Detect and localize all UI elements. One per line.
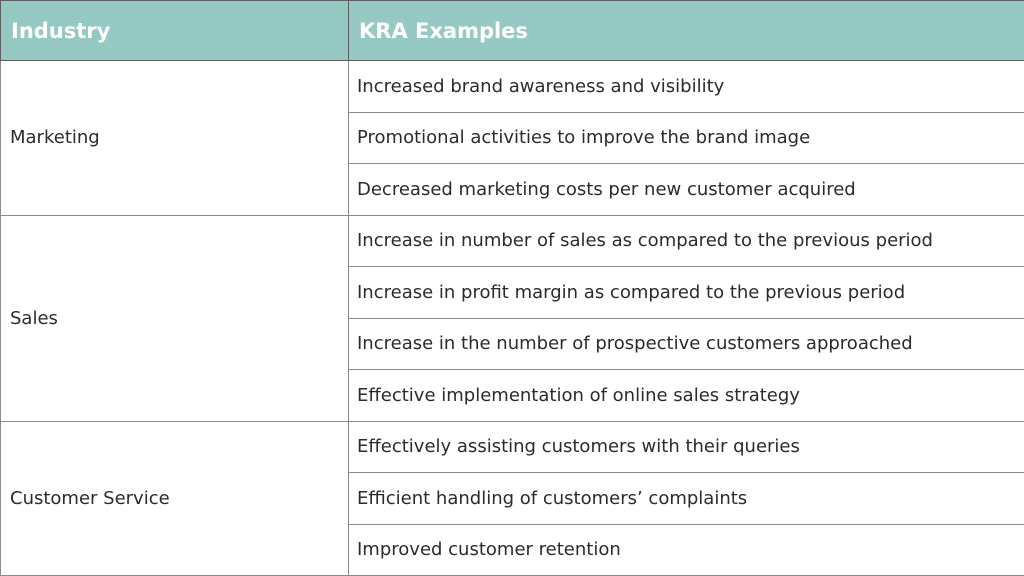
table-header-row: Industry KRA Examples (0, 0, 1024, 61)
table-row: Customer Service Effectively assisting c… (0, 420, 1024, 576)
table-row: Efficient handling of customers’ complai… (1, 472, 1024, 525)
column-header-industry: Industry (0, 0, 349, 61)
industry-cell-customer-service: Customer Service (0, 420, 349, 576)
table-row: Effective implementation of online sales… (1, 369, 1024, 422)
kra-cell: Effectively assisting customers with the… (348, 420, 1024, 473)
table-row: Increase in the number of prospective cu… (1, 317, 1024, 370)
kra-cell: Increase in number of sales as compared … (348, 214, 1024, 267)
kra-cell: Decreased marketing costs per new custom… (348, 163, 1024, 216)
kra-cell: Efficient handling of customers’ complai… (348, 472, 1024, 525)
industry-cell-sales: Sales (0, 214, 349, 422)
table-row: Promotional activities to improve the br… (1, 111, 1024, 164)
kra-cell: Effective implementation of online sales… (348, 369, 1024, 422)
kra-cell: Increased brand awareness and visibility (348, 60, 1024, 113)
kra-cell: Increase in profit margin as compared to… (348, 266, 1024, 319)
table-row: Marketing Increased brand awareness and … (0, 60, 1024, 216)
kra-cell: Promotional activities to improve the br… (348, 111, 1024, 164)
table-row: Improved customer retention (1, 523, 1024, 576)
column-header-kra-examples: KRA Examples (348, 0, 1024, 61)
industry-cell-marketing: Marketing (0, 60, 349, 216)
kra-cell: Improved customer retention (348, 523, 1024, 576)
table-row: Decreased marketing costs per new custom… (1, 163, 1024, 216)
table-row: Sales Increase in number of sales as com… (0, 214, 1024, 422)
kra-cell: Increase in the number of prospective cu… (348, 317, 1024, 370)
